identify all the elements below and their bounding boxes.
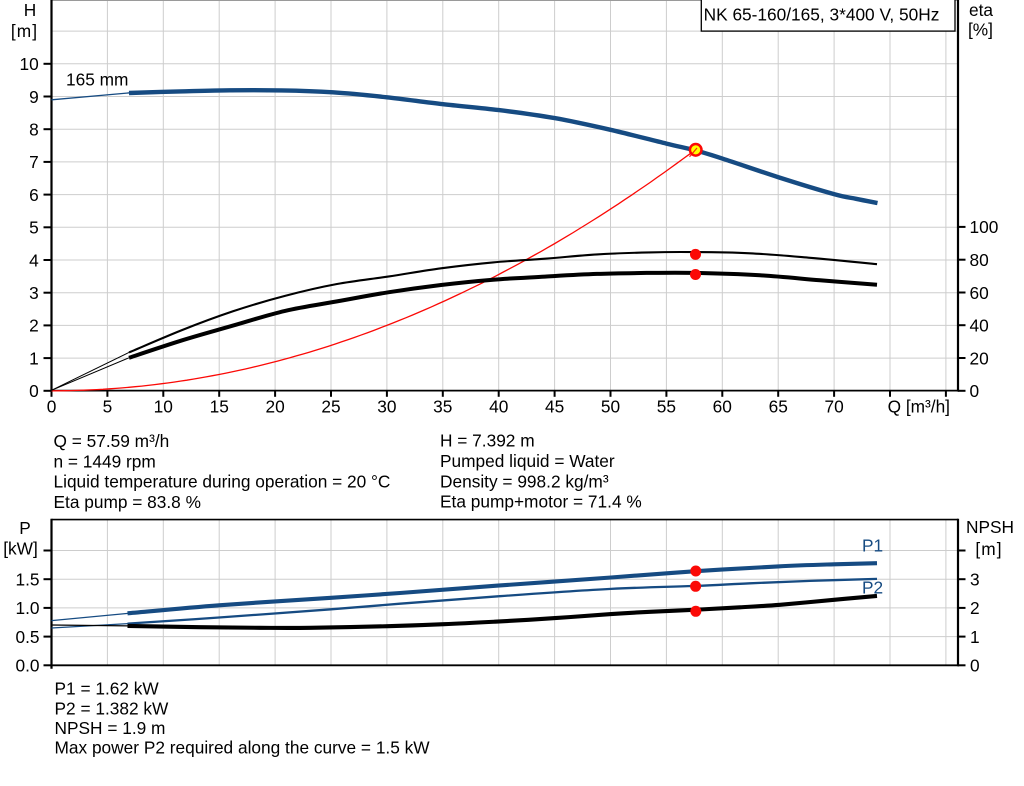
svg-text:0.5: 0.5	[15, 627, 39, 647]
svg-text:20: 20	[265, 397, 284, 417]
svg-text:9: 9	[29, 87, 39, 107]
svg-text:3: 3	[970, 570, 980, 590]
svg-text:P2: P2	[862, 578, 883, 598]
svg-text:60: 60	[970, 283, 989, 303]
svg-text:P1: P1	[862, 536, 883, 556]
svg-text:P2 = 1.382 kW: P2 = 1.382 kW	[55, 698, 170, 718]
svg-text:20: 20	[970, 348, 989, 368]
svg-text:7: 7	[29, 152, 39, 172]
svg-text:Eta pump = 83.8 %: Eta pump = 83.8 %	[54, 492, 201, 512]
svg-text:Density = 998.2 kg/m³: Density = 998.2 kg/m³	[440, 471, 609, 491]
svg-text:1.5: 1.5	[15, 570, 39, 590]
svg-text:Max power P2 required along th: Max power P2 required along the curve = …	[55, 738, 431, 758]
svg-text:P: P	[19, 518, 31, 538]
svg-text:15: 15	[210, 397, 229, 417]
svg-text:[%]: [%]	[968, 20, 993, 40]
svg-text:25: 25	[321, 397, 340, 417]
svg-text:35: 35	[433, 397, 452, 417]
svg-text:[m]: [m]	[975, 539, 1002, 559]
svg-text:Q = 57.59 m³/h: Q = 57.59 m³/h	[54, 431, 170, 451]
svg-text:65: 65	[769, 397, 788, 417]
svg-text:100: 100	[970, 217, 999, 237]
svg-text:H: H	[24, 0, 36, 20]
svg-text:0: 0	[970, 381, 980, 401]
svg-text:P1 = 1.62 kW: P1 = 1.62 kW	[55, 679, 160, 699]
svg-text:1: 1	[29, 348, 39, 368]
svg-text:165 mm: 165 mm	[66, 69, 128, 89]
svg-text:n = 1449 rpm: n = 1449 rpm	[54, 451, 156, 471]
svg-text:10: 10	[154, 397, 173, 417]
svg-text:60: 60	[713, 397, 732, 417]
svg-text:0: 0	[970, 656, 980, 676]
svg-text:8: 8	[29, 120, 39, 140]
svg-text:5: 5	[29, 218, 39, 238]
svg-text:0.0: 0.0	[15, 656, 39, 676]
svg-text:1.0: 1.0	[15, 598, 39, 618]
svg-text:0: 0	[29, 381, 39, 401]
svg-text:30: 30	[377, 397, 396, 417]
svg-text:H = 7.392 m: H = 7.392 m	[440, 431, 535, 451]
svg-text:[kW]: [kW]	[3, 539, 38, 559]
svg-text:55: 55	[657, 397, 676, 417]
svg-text:NPSH = 1.9 m: NPSH = 1.9 m	[55, 718, 166, 738]
svg-text:NK 65-160/165, 3*400 V, 50Hz: NK 65-160/165, 3*400 V, 50Hz	[704, 5, 940, 25]
svg-text:Liquid temperature during oper: Liquid temperature during operation = 20…	[54, 472, 391, 492]
svg-text:10: 10	[19, 54, 38, 74]
svg-text:Q [m³/h]: Q [m³/h]	[888, 397, 950, 417]
svg-text:4: 4	[29, 250, 39, 270]
svg-text:3: 3	[29, 283, 39, 303]
svg-text:eta: eta	[969, 0, 993, 20]
svg-text:40: 40	[970, 316, 989, 336]
svg-text:Pumped liquid = Water: Pumped liquid = Water	[440, 451, 615, 471]
svg-text:45: 45	[545, 397, 564, 417]
svg-text:40: 40	[489, 397, 508, 417]
svg-text:Eta pump+motor = 71.4 %: Eta pump+motor = 71.4 %	[440, 492, 642, 512]
svg-text:80: 80	[970, 250, 989, 270]
svg-text:0: 0	[47, 397, 57, 417]
svg-text:[m]: [m]	[11, 21, 38, 41]
svg-text:NPSH: NPSH	[966, 517, 1014, 537]
svg-text:70: 70	[824, 397, 843, 417]
svg-text:6: 6	[29, 185, 39, 205]
svg-text:50: 50	[601, 397, 620, 417]
svg-text:2: 2	[970, 598, 980, 618]
svg-text:1: 1	[970, 627, 980, 647]
svg-text:5: 5	[103, 397, 113, 417]
svg-text:2: 2	[29, 316, 39, 336]
